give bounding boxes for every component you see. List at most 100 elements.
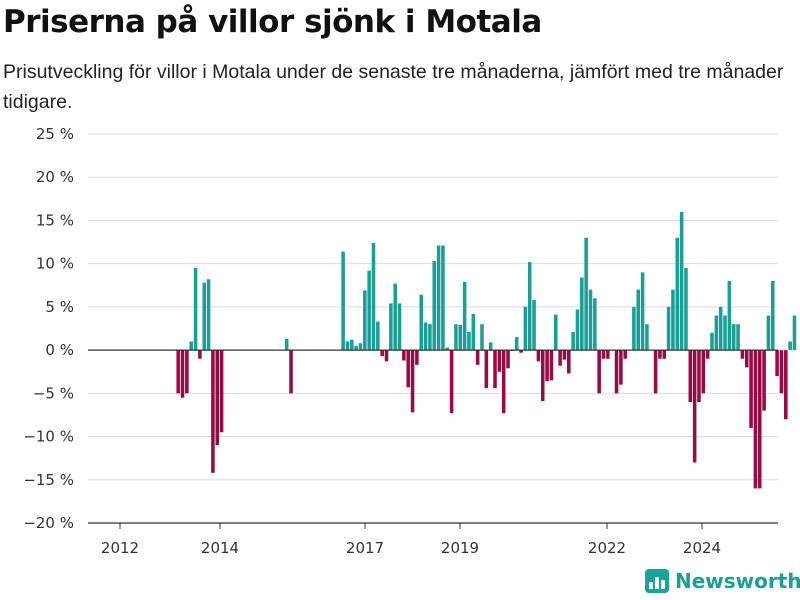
bar	[636, 289, 640, 351]
bar	[480, 324, 484, 351]
bar	[363, 290, 367, 351]
bar	[762, 350, 766, 411]
chart-title: Priserna på villor sjönk i Motala	[3, 4, 542, 40]
bar	[527, 261, 532, 351]
bar	[376, 321, 380, 351]
bar	[588, 289, 593, 351]
newsworthy-logo: Newsworthy	[645, 566, 800, 596]
bar	[475, 350, 480, 365]
bar	[679, 211, 684, 351]
bar	[458, 325, 463, 351]
bar	[380, 350, 384, 357]
bar	[185, 350, 189, 394]
bar	[441, 245, 445, 351]
bar	[558, 350, 562, 366]
bars	[176, 211, 797, 489]
bar	[176, 350, 180, 394]
bar	[645, 324, 649, 351]
bar	[393, 283, 397, 351]
chart-subtitle: Prisutveckling för villor i Motala under…	[3, 61, 784, 113]
bar	[371, 242, 376, 351]
bar	[567, 350, 571, 374]
bar	[619, 350, 623, 385]
bar	[614, 350, 619, 394]
x-tick-label: 2022	[588, 539, 626, 557]
bar	[671, 289, 675, 351]
bar	[697, 350, 701, 402]
axes: 25 % 20 % 15 % 10 % 5 % 0 % −5 % −10 % −15 % −20 …	[23, 125, 778, 557]
bar	[180, 350, 185, 398]
bar	[675, 237, 680, 351]
bar	[714, 315, 719, 351]
bar	[215, 350, 220, 446]
bar	[354, 345, 358, 351]
bar	[554, 314, 558, 351]
newsworthy-logo-icon	[645, 569, 669, 593]
bar	[423, 322, 428, 351]
bar	[653, 350, 658, 394]
bar	[367, 270, 371, 351]
bar	[662, 350, 667, 359]
bar	[580, 277, 584, 351]
bar	[593, 298, 597, 351]
bar	[658, 350, 662, 359]
bar	[493, 350, 497, 389]
bar	[402, 350, 406, 361]
bar	[723, 315, 727, 351]
bar	[415, 350, 419, 365]
bar	[736, 324, 740, 351]
bar	[397, 303, 402, 351]
bar	[519, 350, 523, 353]
bar	[688, 350, 693, 402]
y-tick-label: −15 %	[23, 471, 74, 489]
bar	[601, 350, 606, 359]
bar	[284, 338, 289, 351]
bar	[779, 350, 784, 394]
bar	[345, 341, 350, 351]
y-tick-label: −20 %	[23, 514, 74, 532]
bar	[501, 350, 506, 414]
bar	[623, 350, 627, 359]
y-tick-label: −10 %	[23, 428, 74, 446]
bar	[540, 350, 545, 402]
bar	[523, 306, 528, 351]
bar	[410, 350, 415, 413]
bar	[597, 350, 601, 394]
bar	[692, 350, 697, 463]
bar	[744, 350, 749, 368]
bar	[497, 350, 502, 372]
bar	[784, 350, 788, 420]
bar	[562, 350, 567, 360]
bar	[632, 306, 636, 351]
y-tick-label: 10 %	[36, 255, 74, 273]
bar	[454, 324, 458, 351]
bar	[753, 350, 758, 489]
bar	[449, 350, 454, 414]
bar	[727, 280, 732, 351]
bar	[771, 280, 775, 351]
bar	[471, 313, 476, 351]
bar	[731, 324, 736, 351]
bar	[514, 337, 519, 351]
bar	[775, 350, 779, 377]
bar	[189, 341, 193, 351]
bar	[445, 347, 450, 351]
bar	[219, 350, 224, 433]
x-tick-label: 2014	[201, 539, 239, 557]
bar	[389, 303, 393, 351]
bar	[428, 324, 432, 351]
bar	[549, 350, 554, 381]
bar	[532, 299, 536, 351]
bar	[484, 350, 489, 389]
bar	[640, 272, 645, 351]
bar	[419, 294, 423, 351]
bar	[432, 261, 437, 351]
bar	[757, 350, 762, 489]
bar	[488, 342, 493, 351]
bar	[350, 339, 354, 351]
bar	[206, 279, 211, 351]
y-tick-label: 20 %	[36, 168, 74, 186]
brand-name: Newsworthy	[675, 569, 800, 593]
bar	[710, 332, 714, 351]
bar	[684, 267, 688, 351]
